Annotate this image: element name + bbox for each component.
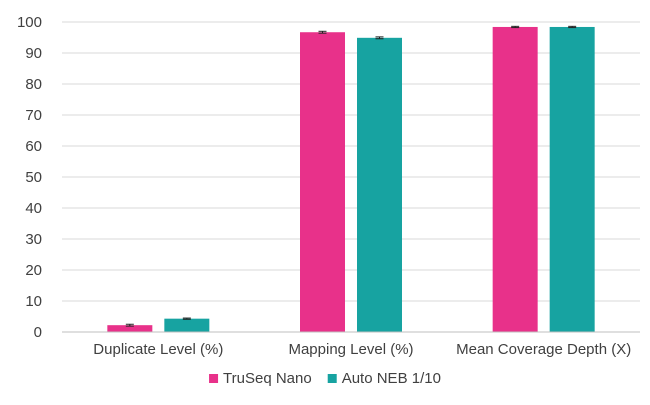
y-tick-label: 60: [25, 138, 42, 155]
y-axis-tick-labels: 0 10 20 30 40 50 60 70 80 90 100: [17, 14, 42, 341]
error-bar: [568, 25, 577, 29]
legend-swatch: [209, 374, 219, 383]
bar-auto-neb-1-10-2: [549, 26, 595, 333]
legend-item: Auto NEB 1/10: [327, 370, 441, 387]
error-bar: [182, 317, 191, 320]
x-axis-category-labels: Duplicate Level (%) Mapping Level (%) Mean…: [93, 341, 631, 358]
y-tick-label: 70: [25, 107, 42, 124]
legend: TruSeq Nano Auto NEB 1/10: [209, 370, 441, 387]
gridlines: [62, 21, 640, 302]
y-tick-label: 40: [25, 200, 42, 217]
y-tick-label: 50: [25, 169, 42, 186]
legend-item: TruSeq Nano: [209, 370, 312, 387]
legend-label: Auto NEB 1/10: [342, 370, 441, 387]
legend-swatch: [327, 374, 337, 383]
bar-auto-neb-1-10-1: [357, 37, 402, 333]
x-category-label: Mapping Level (%): [288, 341, 413, 358]
y-tick-label: 30: [25, 231, 42, 248]
bar-truseq-nano-2: [492, 26, 538, 333]
error-bar: [125, 323, 134, 327]
y-tick-label: 0: [34, 324, 42, 341]
y-tick-label: 100: [17, 14, 42, 31]
error-bar: [375, 36, 384, 40]
bar-truseq-nano-1: [300, 32, 345, 332]
error-bar: [511, 25, 520, 29]
bars: [107, 26, 595, 333]
error-bar: [318, 30, 327, 34]
legend-label: TruSeq Nano: [223, 370, 312, 387]
x-category-label: Mean Coverage Depth (X): [456, 341, 631, 358]
x-category-label: Duplicate Level (%): [93, 341, 223, 358]
bar-auto-neb-1-10-0: [164, 318, 210, 332]
error-bars: [125, 25, 577, 327]
y-tick-label: 90: [25, 45, 42, 62]
y-tick-label: 20: [25, 262, 42, 279]
y-tick-label: 80: [25, 76, 42, 93]
y-tick-label: 10: [25, 293, 42, 310]
bar-truseq-nano-0: [107, 325, 153, 332]
